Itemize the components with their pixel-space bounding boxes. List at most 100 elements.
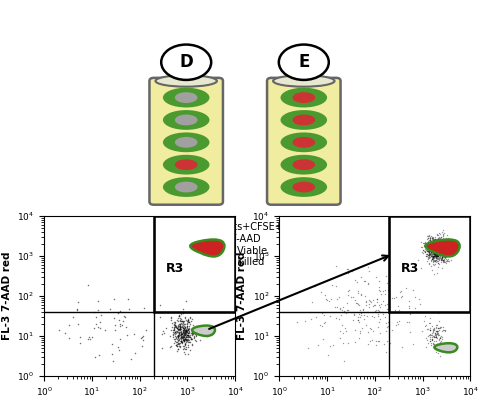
Point — [182, 327, 190, 334]
Point — [185, 330, 193, 336]
Point — [435, 250, 442, 257]
Point — [433, 242, 441, 249]
Point — [440, 250, 448, 256]
Point — [428, 240, 436, 246]
Point — [430, 245, 438, 251]
Point — [433, 236, 441, 243]
Point — [425, 248, 433, 254]
Point — [432, 253, 440, 259]
Point — [435, 248, 443, 254]
Point — [181, 336, 189, 342]
Point — [428, 239, 436, 245]
Point — [432, 239, 440, 246]
Point — [361, 316, 368, 322]
Point — [434, 244, 441, 251]
Point — [419, 250, 427, 257]
Point — [430, 244, 438, 251]
Point — [175, 333, 183, 339]
Point — [442, 250, 450, 256]
Point — [430, 235, 438, 242]
Point — [434, 251, 442, 257]
Point — [436, 241, 443, 247]
Point — [432, 248, 440, 254]
Point — [426, 338, 434, 344]
Point — [439, 256, 446, 262]
Point — [171, 338, 179, 344]
Point — [422, 243, 430, 249]
Point — [180, 329, 188, 336]
Point — [360, 278, 368, 284]
Point — [435, 248, 443, 254]
Point — [435, 240, 442, 246]
Point — [184, 327, 192, 334]
Point — [170, 340, 178, 346]
Point — [178, 323, 186, 330]
Point — [179, 320, 187, 326]
Point — [184, 333, 192, 339]
Point — [435, 250, 443, 257]
Point — [184, 344, 192, 350]
Point — [426, 241, 434, 248]
Point — [181, 324, 189, 330]
Point — [427, 237, 435, 244]
Point — [174, 327, 182, 333]
Point — [442, 240, 450, 247]
Point — [345, 287, 353, 293]
Point — [422, 241, 430, 247]
Point — [426, 336, 434, 342]
Point — [439, 242, 446, 249]
Point — [139, 334, 147, 340]
Point — [432, 334, 440, 340]
Point — [181, 340, 189, 347]
Point — [180, 336, 188, 343]
Point — [431, 252, 439, 258]
Point — [85, 334, 93, 341]
Point — [358, 292, 366, 298]
Point — [366, 304, 373, 310]
Point — [430, 251, 438, 258]
Point — [428, 242, 436, 248]
Point — [428, 240, 436, 246]
Point — [435, 244, 442, 250]
Point — [142, 326, 149, 333]
Point — [444, 235, 452, 242]
Point — [141, 305, 148, 312]
Point — [179, 329, 187, 336]
Point — [441, 242, 449, 249]
Point — [441, 242, 448, 248]
Point — [432, 249, 440, 256]
Point — [177, 330, 185, 336]
Point — [438, 242, 445, 248]
Point — [431, 239, 439, 246]
Ellipse shape — [425, 240, 460, 256]
Point — [429, 237, 437, 244]
Point — [186, 334, 194, 340]
Point — [434, 325, 441, 332]
Point — [175, 324, 183, 330]
Point — [421, 248, 429, 255]
Point — [181, 325, 189, 332]
Point — [435, 230, 443, 236]
Point — [449, 246, 457, 253]
Point — [425, 253, 433, 260]
Point — [425, 254, 433, 260]
Point — [428, 255, 436, 261]
Point — [432, 245, 440, 252]
Point — [351, 327, 359, 333]
Point — [443, 242, 451, 248]
Point — [431, 257, 439, 263]
Point — [440, 257, 447, 263]
Point — [432, 348, 440, 355]
Point — [439, 249, 446, 256]
Point — [427, 248, 435, 254]
Point — [424, 252, 432, 258]
Point — [440, 245, 447, 252]
Point — [420, 242, 428, 248]
Point — [86, 336, 94, 342]
Point — [424, 244, 432, 250]
Point — [177, 332, 185, 339]
Point — [185, 317, 193, 323]
Point — [380, 341, 388, 347]
Point — [439, 231, 447, 238]
Point — [186, 320, 194, 327]
